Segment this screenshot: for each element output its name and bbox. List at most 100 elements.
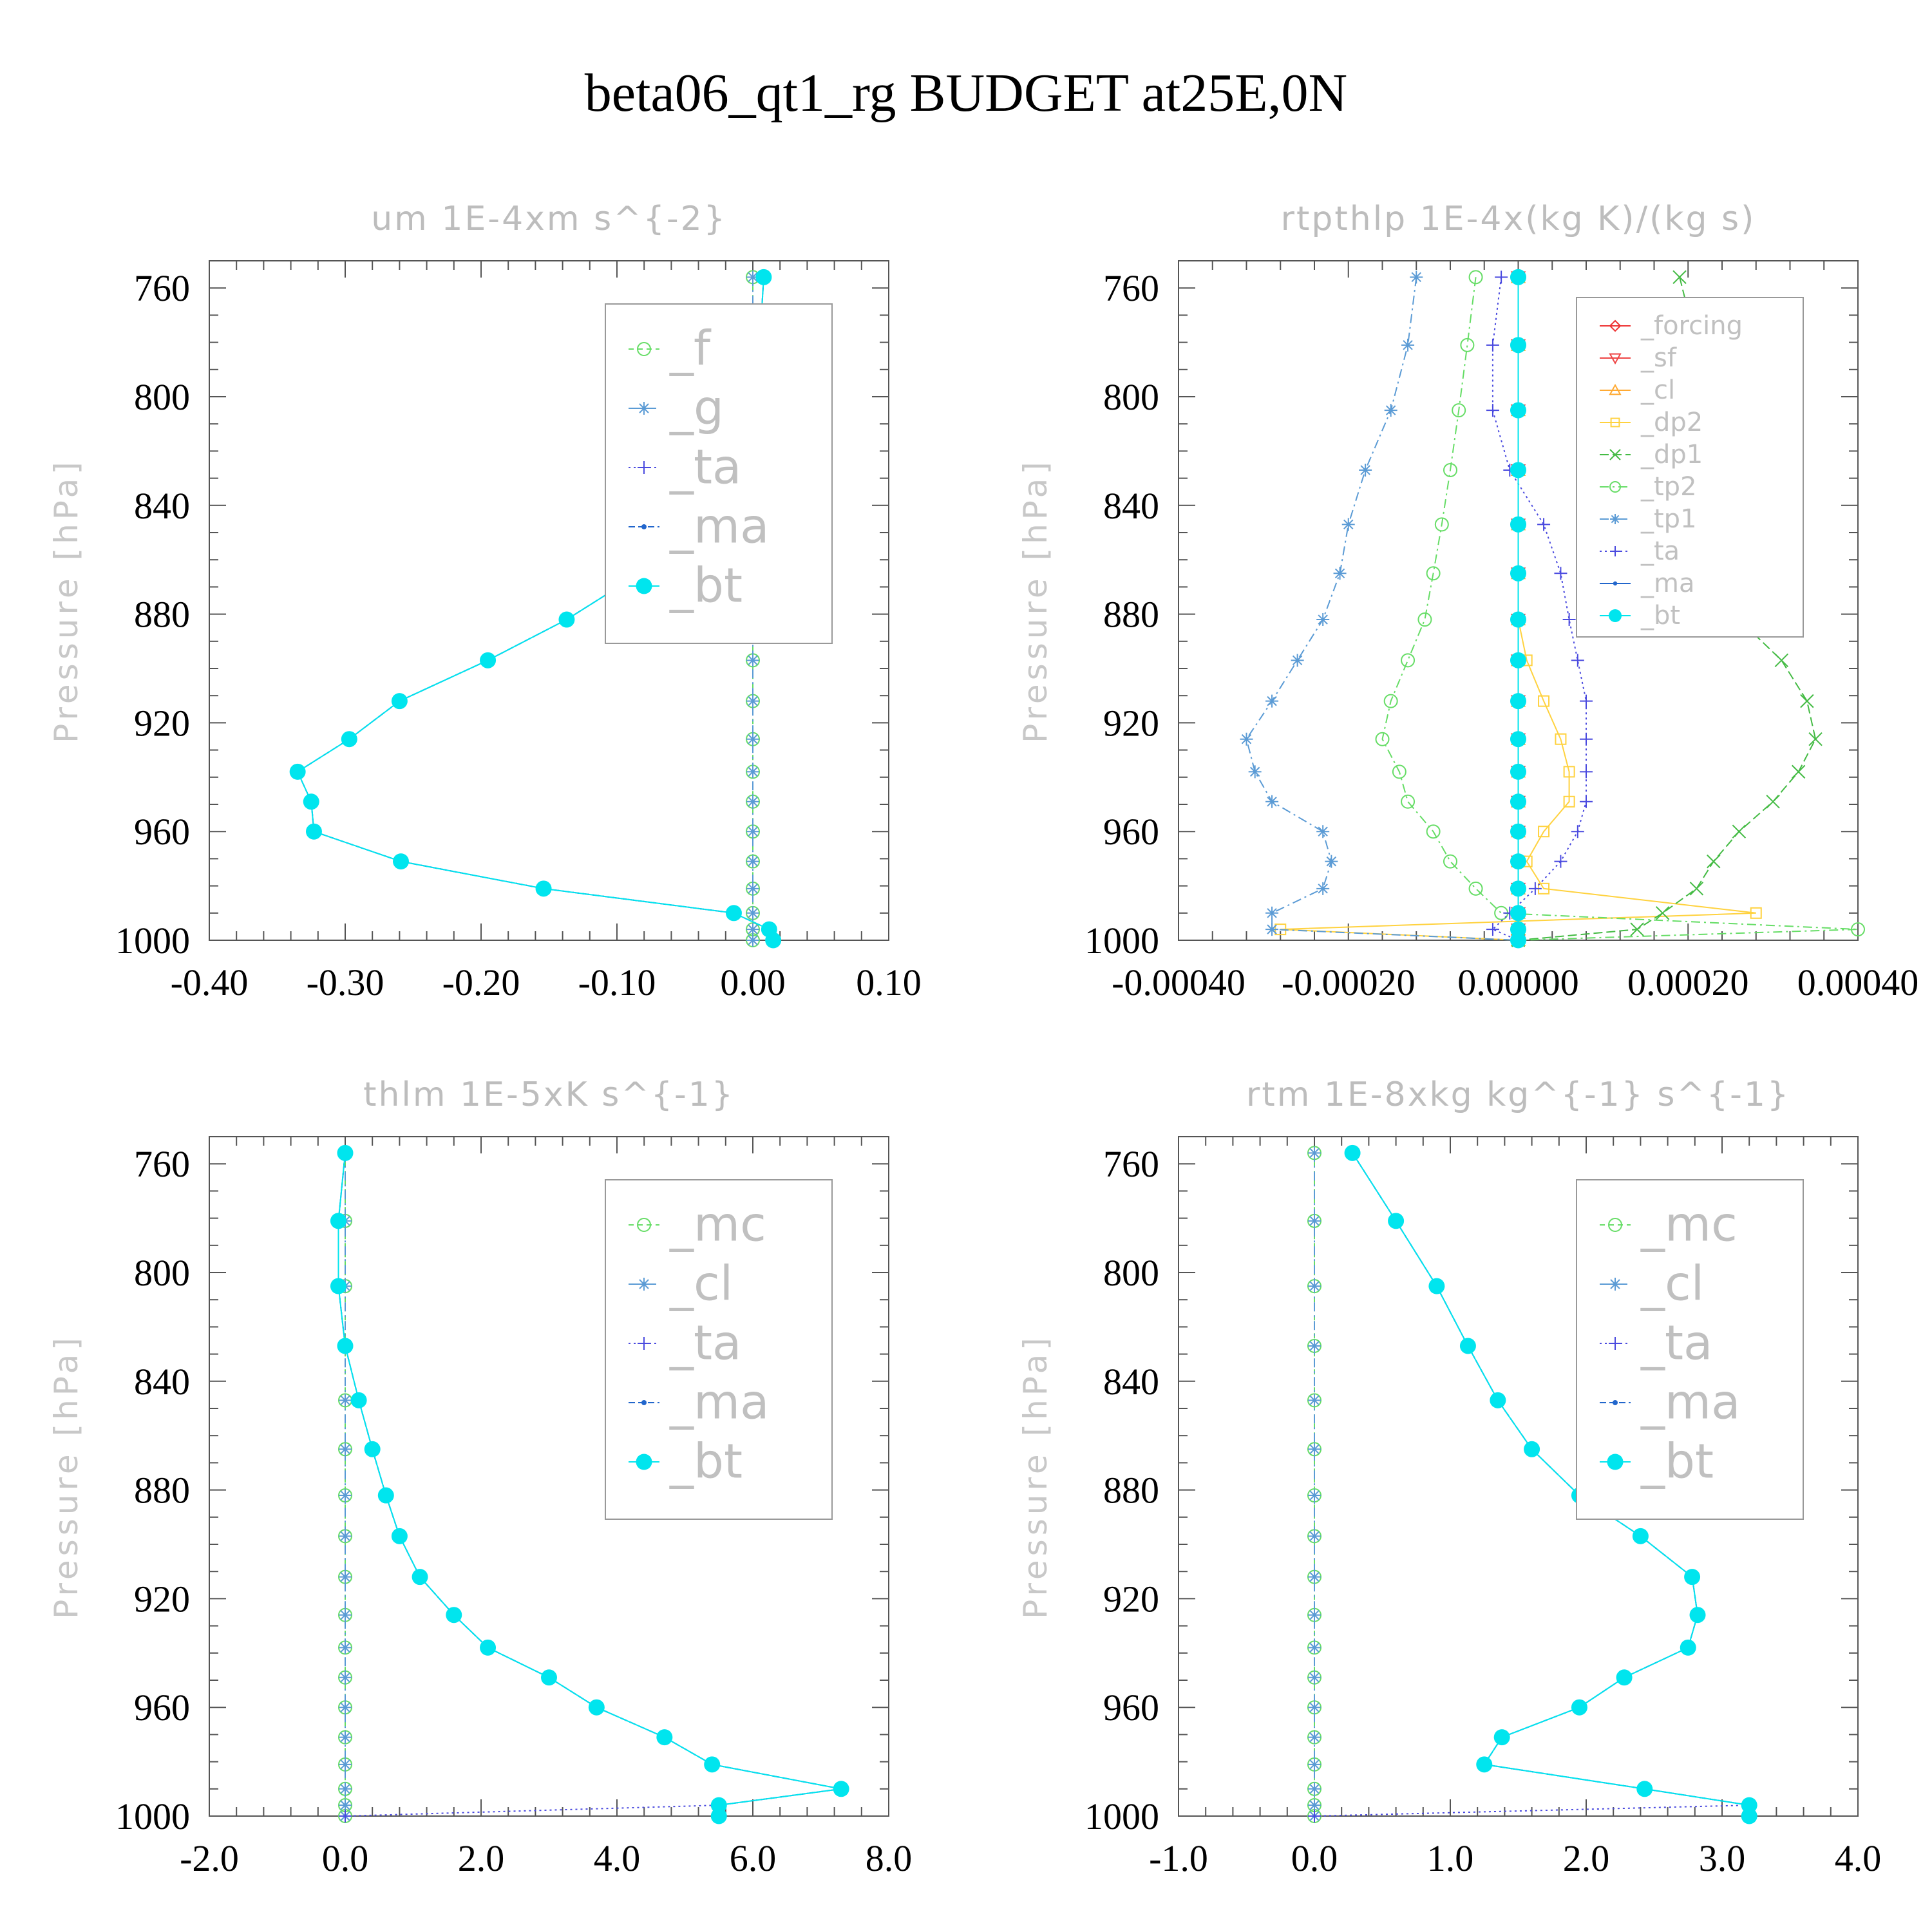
data-point xyxy=(1341,518,1355,531)
legend-marker xyxy=(638,461,650,474)
data-point xyxy=(337,1144,354,1161)
y-tick-label: 840 xyxy=(1103,485,1159,527)
data-point xyxy=(391,1528,408,1544)
data-point xyxy=(656,1729,673,1746)
data-point xyxy=(1308,1280,1321,1293)
legend-marker xyxy=(637,1218,651,1232)
data-point xyxy=(1443,462,1457,477)
plot-frame xyxy=(209,1136,889,1817)
data-point xyxy=(1434,517,1449,532)
data-point xyxy=(1630,922,1644,936)
data-point xyxy=(1308,1730,1321,1744)
data-point xyxy=(1741,1808,1757,1824)
panel-title: rtpthlp 1E-4x(kg K)/(kg s) xyxy=(1281,200,1756,238)
data-point xyxy=(1308,1671,1321,1684)
series-tp1 xyxy=(1240,270,1525,947)
y-tick-label: 960 xyxy=(134,1687,190,1728)
data-point xyxy=(1689,1607,1706,1624)
legend-label: _mc xyxy=(1640,1197,1738,1252)
x-tick-label: -1.0 xyxy=(1149,1837,1208,1879)
data-point xyxy=(1538,826,1550,838)
legend-marker xyxy=(637,342,651,356)
data-point xyxy=(1680,1639,1696,1656)
legend-label: _ta xyxy=(1640,1315,1712,1370)
legend-label: _bt xyxy=(669,558,743,613)
data-point xyxy=(1510,880,1526,897)
data-point xyxy=(1308,1214,1321,1227)
x-tick-label: -0.30 xyxy=(307,961,384,1003)
data-point xyxy=(350,1392,367,1408)
x-tick-label: 0.00000 xyxy=(1457,961,1579,1003)
data-point xyxy=(746,906,759,920)
panel-title: rtm 1E-8xkg kg^{-1} s^{-1} xyxy=(1246,1075,1790,1114)
data-point xyxy=(339,1641,352,1654)
legend-label: _cl xyxy=(669,1256,733,1311)
data-point xyxy=(1452,403,1466,418)
data-point xyxy=(746,654,759,667)
data-point xyxy=(1510,516,1526,533)
data-point xyxy=(1766,795,1780,809)
data-point xyxy=(1384,404,1397,417)
legend-label: _sf xyxy=(1640,343,1677,373)
figure-title: beta06_qt1_rg BUDGET at25E,0N xyxy=(585,63,1347,123)
data-point xyxy=(1240,732,1253,746)
y-axis-label: Pressure [hPa] xyxy=(48,458,85,743)
legend-label: _tp1 xyxy=(1640,504,1697,534)
data-point xyxy=(710,1808,727,1824)
data-point xyxy=(746,855,759,868)
legend-marker xyxy=(1609,383,1622,395)
data-point xyxy=(1632,1528,1649,1544)
data-point xyxy=(755,269,772,285)
data-point xyxy=(541,1669,557,1686)
data-point xyxy=(1524,1441,1540,1457)
data-point xyxy=(1265,906,1279,920)
legend-marker xyxy=(1609,609,1622,622)
x-tick-label: -0.40 xyxy=(171,961,249,1003)
data-point xyxy=(364,1441,381,1457)
data-point xyxy=(480,652,497,668)
y-axis-label: Pressure [hPa] xyxy=(1017,1334,1054,1619)
y-tick-label: 840 xyxy=(1103,1361,1159,1403)
series-ta xyxy=(1486,270,1593,947)
legend-marker xyxy=(1609,481,1621,493)
data-point xyxy=(1401,653,1416,668)
y-tick-label: 880 xyxy=(1103,1470,1159,1511)
data-point xyxy=(1308,1443,1321,1456)
data-point xyxy=(1510,402,1526,419)
y-tick-label: 880 xyxy=(1103,594,1159,636)
data-point xyxy=(1510,731,1526,748)
series-bt xyxy=(289,269,782,949)
data-point xyxy=(1555,733,1567,745)
data-point xyxy=(305,823,322,840)
chart-panel-4: rtm 1E-8xkg kg^{-1} s^{-1} Pressure [hPa]… xyxy=(1017,1075,1881,1879)
legend-marker xyxy=(1609,1278,1622,1291)
x-tick-label: 0.00040 xyxy=(1797,961,1919,1003)
legend-marker xyxy=(1610,417,1620,428)
data-point xyxy=(1791,764,1806,779)
legend-marker xyxy=(1609,319,1622,332)
y-tick-label: 1000 xyxy=(115,1795,190,1837)
data-point xyxy=(1510,853,1526,870)
plot-frame xyxy=(209,260,889,941)
data-point xyxy=(535,880,552,897)
data-point xyxy=(1510,905,1526,922)
data-point xyxy=(1401,794,1416,809)
data-point xyxy=(1537,518,1551,531)
data-point xyxy=(339,1810,352,1823)
chart-panel-1: um 1E-4xm s^{-2} Pressure [hPa] 760 800 840 8… xyxy=(48,200,922,1003)
data-point xyxy=(303,793,319,810)
data-point xyxy=(1684,1569,1701,1586)
data-point xyxy=(725,905,742,922)
y-tick-label: 960 xyxy=(1103,1687,1159,1728)
series-line xyxy=(1518,277,1817,941)
data-point xyxy=(337,1338,354,1354)
legend-marker xyxy=(1609,353,1622,365)
data-point xyxy=(1636,1781,1653,1797)
legend-label: _ma xyxy=(1640,1374,1740,1430)
data-point xyxy=(1308,1530,1321,1543)
data-point xyxy=(289,763,306,780)
data-point xyxy=(339,1730,352,1744)
data-point xyxy=(1359,463,1372,477)
data-point xyxy=(1732,824,1747,838)
